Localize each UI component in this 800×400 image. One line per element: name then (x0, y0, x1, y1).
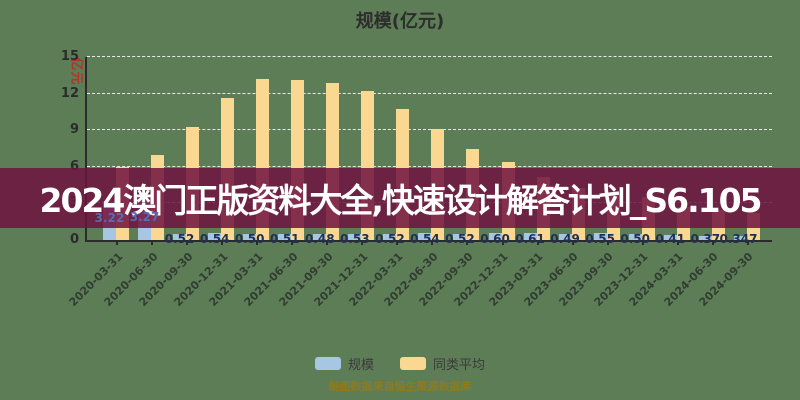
bar-scale-2022-09-30[interactable] (453, 233, 467, 240)
gridline-y12 (87, 92, 772, 94)
gridline-y15 (87, 56, 772, 57)
value-label-2022-12-31: 0.60 (480, 232, 510, 246)
bar-scale-2024-06-30[interactable] (698, 235, 712, 240)
bar-scale-2022-03-31[interactable] (383, 233, 397, 240)
value-label-2021-06-30: 0.51 (269, 232, 300, 246)
bar-scale-2023-06-30[interactable] (558, 234, 572, 240)
bar-scale-2023-09-30[interactable] (593, 233, 607, 240)
value-label-2024-09-30: 0.347 (719, 232, 758, 246)
legend-item-peer-average[interactable]: 同类平均 (400, 354, 485, 373)
bar-scale-2021-06-30[interactable] (278, 233, 292, 240)
value-label-2021-09-30: 0.48 (304, 232, 335, 246)
legend-swatch-scale (314, 357, 341, 370)
x-tick-2021-12-31 (361, 240, 364, 245)
bar-scale-2021-12-31[interactable] (348, 233, 362, 240)
value-label-2023-06-30: 0.49 (550, 232, 580, 246)
value-label-2020-06-30: 3.27 (129, 210, 160, 225)
value-label-2021-03-31: 0.50 (234, 232, 265, 246)
x-tick-2022-06-30 (431, 240, 434, 245)
x-tick-2022-12-31 (501, 240, 504, 245)
chart-title: 规模(亿元) (355, 11, 445, 32)
value-label-2020-03-31: 3.22 (94, 210, 125, 225)
legend: 规模 同类平均 (0, 354, 800, 373)
overlay-banner: 2024澳门正版资料大全,快速设计解答计划_S6.105 (0, 168, 800, 228)
x-tick-2023-06-30 (571, 240, 574, 245)
value-label-2022-09-30: 0.52 (445, 232, 475, 246)
x-tick-2024-06-30 (711, 240, 714, 245)
x-tick-2021-06-30 (291, 240, 294, 245)
value-label-2022-03-31: 0.52 (375, 232, 405, 246)
legend-item-scale[interactable]: 规模 (314, 354, 374, 373)
x-tick-2024-09-30 (746, 240, 749, 245)
x-tick-2020-06-30 (151, 240, 154, 245)
bar-scale-2020-12-31[interactable] (208, 233, 222, 240)
value-label-2023-03-31: 0.61 (515, 232, 545, 246)
x-tick-2021-03-31 (256, 240, 259, 245)
legend-swatch-peer-average (400, 357, 426, 370)
bar-scale-2024-03-31[interactable] (663, 235, 677, 240)
x-tick-2023-09-30 (606, 240, 609, 245)
value-label-2020-09-30: 0.52 (164, 232, 195, 246)
y-tick-label-0: 0 (69, 232, 79, 247)
bar-scale-2020-09-30[interactable] (173, 233, 187, 240)
bar-scale-2022-06-30[interactable] (418, 233, 432, 240)
value-label-2024-06-30: 0.37 (690, 232, 721, 246)
legend-label: 规模 (347, 358, 374, 373)
x-tick-2020-12-31 (221, 240, 224, 245)
bar-scale-2023-12-31[interactable] (628, 233, 642, 240)
value-label-2020-12-31: 0.54 (199, 232, 230, 246)
y-tick-label-12: 12 (60, 85, 79, 101)
bar-scale-2021-09-30[interactable] (313, 234, 327, 240)
value-label-2023-09-30: 0.55 (585, 232, 615, 246)
value-label-2023-12-31: 0.50 (620, 232, 650, 246)
x-tick-2020-09-30 (186, 240, 189, 245)
bar-scale-2023-03-31[interactable] (523, 232, 537, 240)
y-tick-label-6: 6 (69, 158, 79, 174)
x-tick-2023-03-31 (536, 240, 539, 245)
overlay-banner-text: 2024澳门正版资料大全,快速设计解答计划_S6.105 (39, 181, 762, 220)
y-tick-label-9: 9 (69, 122, 79, 138)
value-label-2021-12-31: 0.53 (340, 232, 370, 246)
bar-scale-2022-12-31[interactable] (488, 232, 502, 240)
value-label-2024-03-31: 0.41 (655, 232, 686, 246)
x-tick-2023-12-31 (641, 240, 644, 245)
value-label-2022-06-30: 0.54 (410, 232, 440, 246)
x-tick-2024-03-31 (676, 240, 679, 245)
x-tick-2022-03-31 (396, 240, 399, 245)
bar-scale-2021-03-31[interactable] (243, 233, 257, 240)
x-tick-2021-09-30 (326, 240, 329, 245)
gridline-y9 (87, 129, 772, 131)
x-tick-2020-03-31 (116, 240, 118, 245)
source-caption: 制图数据来自恒生聚源数据库 (328, 380, 472, 393)
y-tick-label-15: 15 (60, 49, 79, 64)
bar-scale-2024-09-30[interactable] (733, 235, 747, 240)
x-tick-2022-09-30 (466, 240, 469, 245)
legend-label: 同类平均 (433, 358, 486, 373)
gridline-y6 (87, 165, 772, 167)
